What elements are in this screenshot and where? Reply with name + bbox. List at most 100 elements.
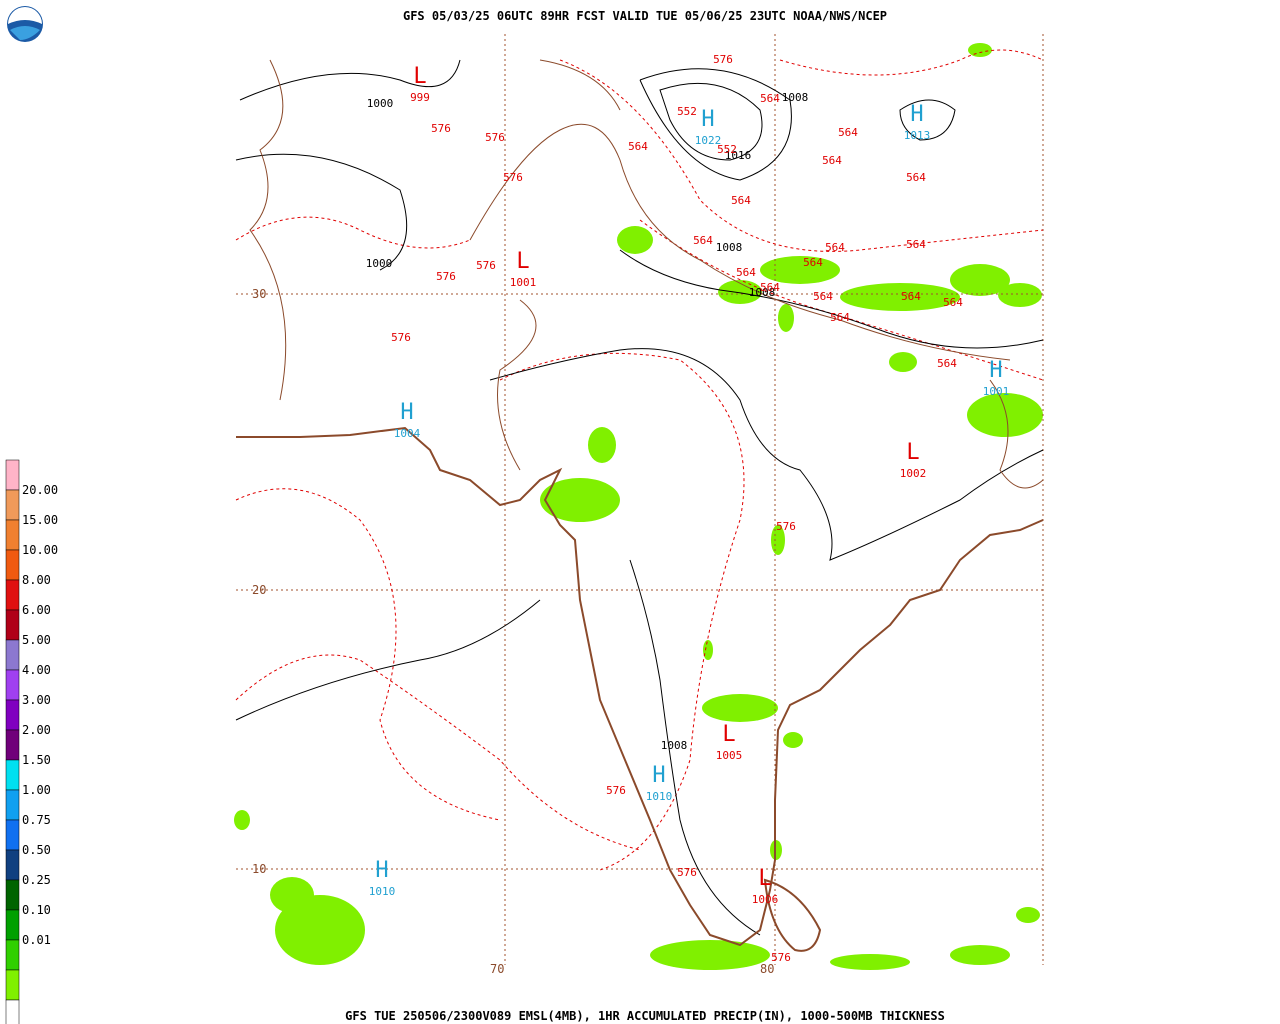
legend-label: 20.00 (22, 483, 58, 497)
legend-swatch (5, 939, 20, 971)
isobar-label: 1008 (749, 286, 776, 299)
isobar-label: 1008 (661, 739, 688, 752)
isobar-label: 1000 (366, 257, 393, 270)
pressure-symbol: L (906, 440, 919, 465)
pressure-symbol: H (989, 358, 1002, 383)
pressure-value: 1002 (900, 467, 927, 480)
legend-swatch (5, 759, 20, 791)
isobars (235, 59, 1044, 936)
thickness-label: 564 (760, 281, 780, 294)
legend-label: 3.00 (22, 693, 51, 707)
legend-label: 10.00 (22, 543, 58, 557)
thickness-label: 576 (391, 331, 411, 344)
thickness-label: 552 (677, 105, 697, 118)
legend-swatch (5, 879, 20, 911)
pressure-symbol: H (652, 763, 665, 788)
title: GFS 05/03/25 06UTC 89HR FCST VALID TUE 0… (403, 9, 887, 23)
pressure-value: 1010 (369, 885, 396, 898)
legend-label: 2.00 (22, 723, 51, 737)
map-labels: 30 20 10 70 80 L 999 H 1022 H 1013 L 1001 H 1004 H 1001 L… (252, 53, 1009, 976)
pressure-value: 1013 (904, 129, 931, 142)
pressure-value: 1006 (752, 893, 779, 906)
grid-label: 70 (490, 962, 504, 976)
legend-swatch (5, 789, 20, 821)
legend-swatch (5, 969, 20, 1001)
thickness-label: 564 (838, 126, 858, 139)
legend-label: 1.50 (22, 753, 51, 767)
legend-swatch (5, 519, 20, 551)
legend-swatch (5, 609, 20, 641)
thickness-label: 576 (771, 951, 791, 964)
legend-label: 0.01 (22, 933, 51, 947)
pressure-symbol: H (400, 400, 413, 425)
pressure-value: 1010 (646, 790, 673, 803)
legend-swatch (5, 819, 20, 851)
thickness-label: 564 (822, 154, 842, 167)
legend-swatch (5, 459, 20, 491)
thickness-label: 564 (906, 171, 926, 184)
pressure-symbol: H (910, 102, 923, 127)
thickness-label: 564 (906, 238, 926, 251)
thickness-label: 576 (431, 122, 451, 135)
isobar-label: 1000 (367, 97, 394, 110)
thickness-label: 564 (803, 256, 823, 269)
thickness-label: 564 (760, 92, 780, 105)
thickness-label: 564 (830, 311, 850, 324)
caption: GFS TUE 250506/2300V089 EMSL(4MB), 1HR A… (345, 1009, 945, 1023)
pressure-symbol: L (516, 249, 529, 274)
thickness-contours (235, 49, 1044, 871)
thickness-label: 564 (937, 357, 957, 370)
grid-label: 80 (760, 962, 774, 976)
pressure-value: 1001 (510, 276, 537, 289)
grid-label: 20 (252, 583, 266, 597)
legend-label: 0.75 (22, 813, 51, 827)
map-frame (234, 34, 1044, 970)
legend-label: 15.00 (22, 513, 58, 527)
legend-swatch (5, 579, 20, 611)
thickness-label: 564 (736, 266, 756, 279)
isobar-label: 1008 (782, 91, 809, 104)
legend-swatch (5, 909, 20, 941)
legend-swatch (5, 999, 20, 1024)
legend-label: 8.00 (22, 573, 51, 587)
legend-swatch (5, 639, 20, 671)
thickness-label: 564 (943, 296, 963, 309)
pressure-value: 1004 (394, 427, 421, 440)
pressure-symbol: L (758, 866, 771, 891)
legend-label: 0.10 (22, 903, 51, 917)
thickness-label: 576 (436, 270, 456, 283)
thickness-label: 576 (776, 520, 796, 533)
borders (249, 59, 1044, 489)
thickness-label: 576 (503, 171, 523, 184)
legend-swatch (5, 849, 20, 881)
thickness-label: 564 (731, 194, 751, 207)
legend-swatch (5, 549, 20, 581)
thickness-label: 576 (677, 866, 697, 879)
legend-label: 0.50 (22, 843, 51, 857)
isobar-label: 1008 (716, 241, 743, 254)
thickness-label: 564 (825, 241, 845, 254)
thickness-label: 576 (485, 131, 505, 144)
legend-swatch (5, 669, 20, 701)
thickness-label: 564 (901, 290, 921, 303)
thickness-label: 576 (476, 259, 496, 272)
pressure-value: 1001 (983, 385, 1010, 398)
legend-swatch (5, 729, 20, 761)
thickness-label: 552 (717, 143, 737, 156)
legend-label: 0.25 (22, 873, 51, 887)
thickness-label: 576 (606, 784, 626, 797)
grid-label: 30 (252, 287, 266, 301)
thickness-label: 564 (628, 140, 648, 153)
legend-label: 6.00 (22, 603, 51, 617)
pressure-value: 1022 (695, 134, 722, 147)
thickness-label: 564 (693, 234, 713, 247)
legend: 20.00 15.00 10.00 8.00 6.00 5.00 4.00 3.00 2.00 1… (5, 459, 58, 1024)
isobar-label: 1016 (725, 149, 752, 162)
pressure-symbol: L (413, 64, 426, 89)
thickness-label: 564 (813, 290, 833, 303)
noaa-logo (7, 6, 43, 42)
precip-areas (234, 43, 1043, 970)
pressure-value: 1005 (716, 749, 743, 762)
